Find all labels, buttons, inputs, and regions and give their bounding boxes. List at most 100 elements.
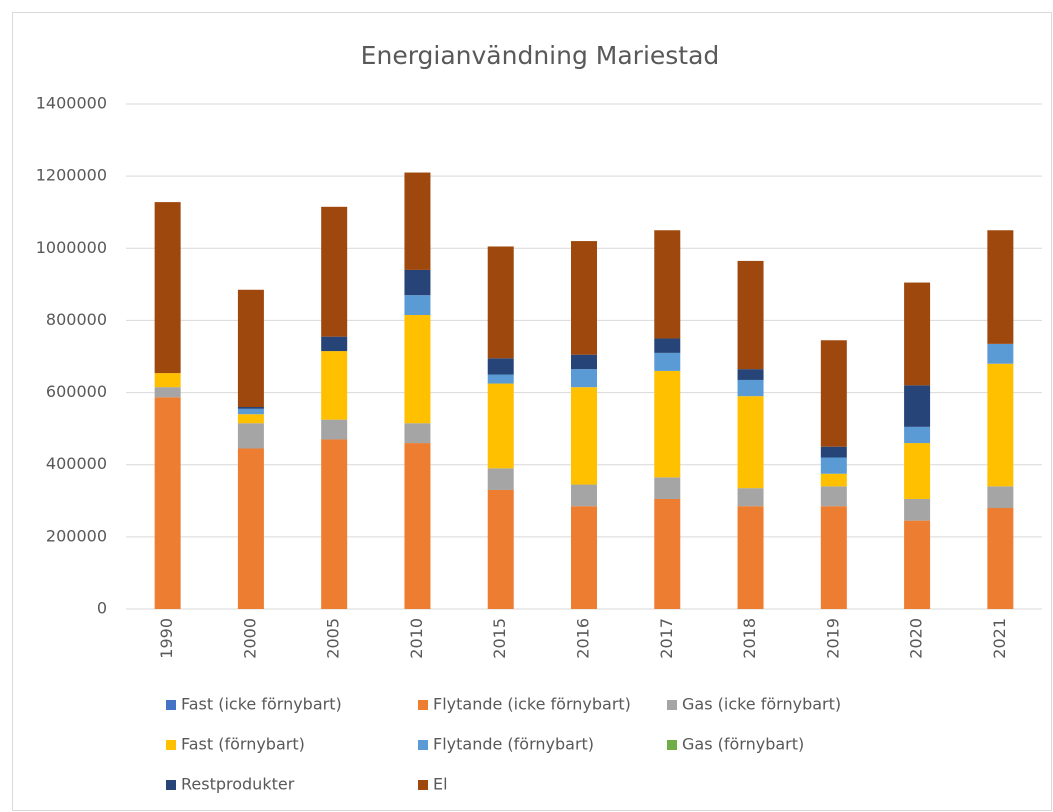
y-tick-label: 1400000 bbox=[36, 94, 107, 113]
x-tick-label: 1990 bbox=[157, 618, 176, 659]
x-tick-label: 2021 bbox=[990, 618, 1009, 659]
bar-segment bbox=[404, 423, 431, 444]
x-tick-label: 2017 bbox=[657, 618, 676, 659]
legend-swatch bbox=[166, 780, 176, 790]
bar-segment bbox=[654, 477, 681, 499]
bar-segment bbox=[321, 336, 348, 352]
bar-segment bbox=[571, 387, 597, 485]
legend-swatch bbox=[418, 780, 428, 790]
bar-segment bbox=[654, 352, 681, 371]
bar-segment bbox=[487, 468, 514, 490]
bar-segment bbox=[987, 508, 1014, 609]
bar-segment bbox=[737, 488, 764, 507]
chart-frame bbox=[12, 12, 1052, 811]
bar-segment bbox=[820, 446, 847, 458]
legend-label: El bbox=[433, 775, 448, 794]
legend-label: Restprodukter bbox=[181, 775, 295, 794]
legend-label: Gas (förnybart) bbox=[682, 735, 804, 754]
bar-segment bbox=[654, 498, 681, 609]
bar-segment bbox=[904, 498, 931, 521]
bar-segment bbox=[321, 439, 348, 609]
bar-segment bbox=[487, 358, 514, 375]
bar-segment bbox=[321, 419, 348, 440]
legend-label: Gas (icke förnybart) bbox=[682, 695, 841, 714]
bar-segment bbox=[904, 426, 931, 444]
x-tick-label: 2016 bbox=[574, 618, 593, 659]
x-tick-label: 2018 bbox=[740, 618, 759, 659]
x-tick-label: 2010 bbox=[407, 618, 426, 659]
chart-title: Energianvändning Mariestad bbox=[361, 41, 720, 70]
bar-segment bbox=[487, 246, 514, 359]
bar-segment bbox=[237, 448, 264, 609]
bar-segment bbox=[904, 443, 931, 499]
y-tick-label: 800000 bbox=[46, 310, 107, 329]
bar-segment bbox=[820, 340, 847, 447]
legend-swatch bbox=[418, 700, 428, 710]
bar-segment bbox=[737, 379, 764, 397]
bar-segment bbox=[987, 363, 1014, 487]
legend-swatch bbox=[667, 700, 677, 710]
bar-segment bbox=[820, 506, 847, 609]
legend-swatch bbox=[166, 700, 176, 710]
y-tick-label: 400000 bbox=[46, 454, 107, 473]
legend-swatch bbox=[667, 740, 677, 750]
bar-segment bbox=[820, 457, 847, 474]
bar-segment bbox=[404, 269, 431, 296]
bar-segment bbox=[237, 289, 264, 407]
bar-segment bbox=[737, 396, 764, 489]
bar-segment bbox=[987, 230, 1014, 344]
bar-segment bbox=[654, 338, 681, 353]
bar-segment bbox=[404, 315, 431, 424]
bar-segment bbox=[487, 489, 514, 609]
y-tick-label: 600000 bbox=[46, 382, 107, 401]
bar-segment bbox=[737, 506, 764, 609]
bar-segment bbox=[820, 486, 847, 507]
x-tick-label: 2000 bbox=[240, 618, 259, 659]
bar-segment bbox=[237, 423, 264, 449]
bar-segment bbox=[487, 374, 514, 384]
bar-segment bbox=[987, 343, 1014, 364]
bar-segment bbox=[404, 443, 431, 609]
bar-segment bbox=[737, 260, 764, 370]
legend-label: Fast (icke förnybart) bbox=[181, 695, 342, 714]
x-tick-label: 2005 bbox=[324, 618, 343, 659]
bar-segment bbox=[154, 373, 181, 388]
bar-segment bbox=[654, 230, 681, 339]
bar-segment bbox=[237, 408, 264, 415]
y-tick-label: 1000000 bbox=[36, 238, 107, 257]
bar-segment bbox=[571, 369, 597, 388]
y-tick-label: 1200000 bbox=[36, 166, 107, 185]
bar-segment bbox=[321, 351, 348, 420]
bar-segment bbox=[904, 282, 931, 386]
bar-segment bbox=[904, 385, 931, 427]
bar-segment bbox=[237, 414, 264, 424]
bar-segment bbox=[404, 295, 431, 316]
bar-segment bbox=[987, 486, 1014, 508]
bar-segment bbox=[487, 383, 514, 469]
bar-segment bbox=[154, 387, 181, 398]
bar-segment bbox=[237, 407, 264, 409]
bar-segment bbox=[571, 241, 597, 355]
bar-segment bbox=[654, 370, 681, 478]
y-tick-label: 0 bbox=[97, 599, 107, 618]
bar-segment bbox=[571, 484, 597, 507]
bar-segment bbox=[571, 354, 597, 370]
bar-segment bbox=[154, 202, 181, 374]
bar-segment bbox=[820, 473, 847, 487]
x-tick-label: 2020 bbox=[907, 618, 926, 659]
bar-segment bbox=[321, 206, 348, 337]
bar-segment bbox=[904, 520, 931, 609]
bar-segment bbox=[571, 506, 597, 609]
legend-label: Flytande (icke förnybart) bbox=[433, 695, 631, 714]
legend-label: Fast (förnybart) bbox=[181, 735, 305, 754]
legend-swatch bbox=[166, 740, 176, 750]
x-tick-label: 2019 bbox=[823, 618, 842, 659]
x-tick-label: 2015 bbox=[490, 618, 509, 659]
bar-segment bbox=[737, 369, 764, 380]
legend-swatch bbox=[418, 740, 428, 750]
bar-segment bbox=[404, 172, 431, 270]
bar-segment bbox=[154, 397, 181, 609]
y-tick-label: 200000 bbox=[46, 526, 107, 545]
